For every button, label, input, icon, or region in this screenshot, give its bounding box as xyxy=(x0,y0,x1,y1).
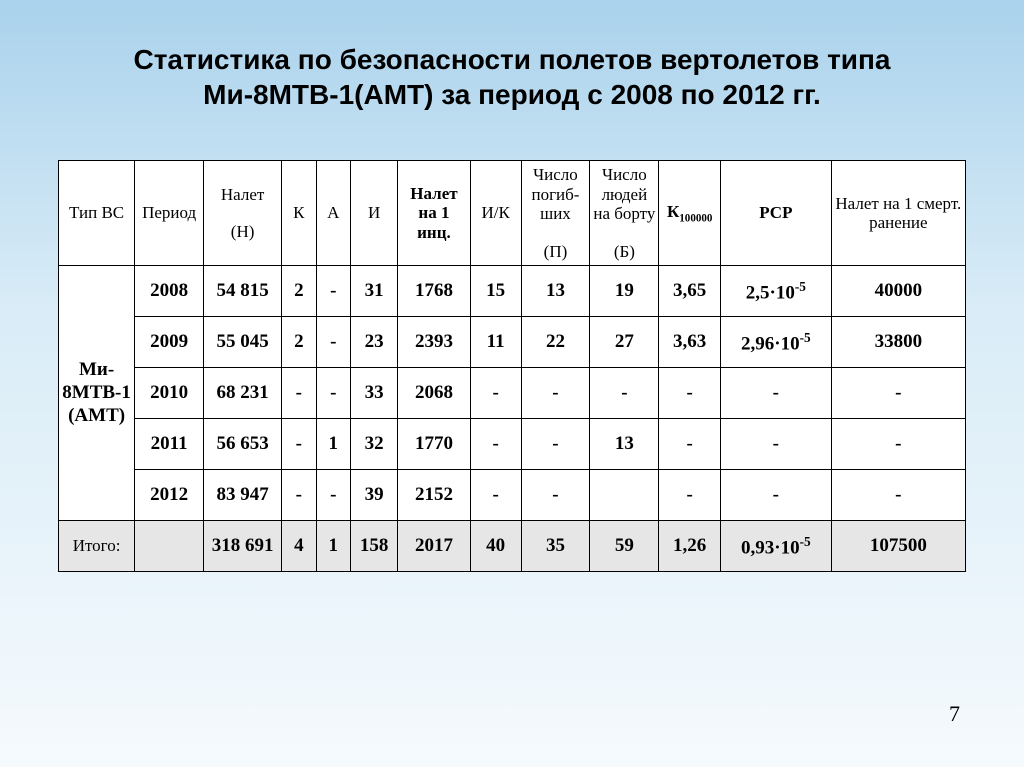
table-cell: - xyxy=(470,419,521,470)
table-total-cell: 318 691 xyxy=(204,521,282,572)
table-header-cell: А xyxy=(316,161,350,266)
table-total-cell: 35 xyxy=(521,521,590,572)
table-row: Ми-8МТВ-1(АМТ)200854 8152-3117681513193,… xyxy=(59,266,966,317)
table-cell: 13 xyxy=(521,266,590,317)
table-total-cell: 1,26 xyxy=(659,521,721,572)
table-header-cell: К100000 xyxy=(659,161,721,266)
table-cell: 22 xyxy=(521,317,590,368)
table-header-cell: Число погиб-ших(П) xyxy=(521,161,590,266)
table-cell: 2393 xyxy=(398,317,471,368)
table-row: 201068 231--332068------ xyxy=(59,368,966,419)
table-cell: 1768 xyxy=(398,266,471,317)
table-cell: 15 xyxy=(470,266,521,317)
table-cell: 55 045 xyxy=(204,317,282,368)
table-cell: 54 815 xyxy=(204,266,282,317)
table-header-cell: РСР xyxy=(721,161,832,266)
table-cell: 1 xyxy=(316,419,350,470)
table-cell: 3,63 xyxy=(659,317,721,368)
table-body: Ми-8МТВ-1(АМТ)200854 8152-3117681513193,… xyxy=(59,266,966,572)
table-cell: 2068 xyxy=(398,368,471,419)
table-cell xyxy=(590,470,659,521)
table-cell: 33 xyxy=(351,368,398,419)
table-cell: 2012 xyxy=(135,470,204,521)
table-cell: 13 xyxy=(590,419,659,470)
table-cell: - xyxy=(282,419,316,470)
table-cell: - xyxy=(470,470,521,521)
table-cell: 2152 xyxy=(398,470,471,521)
table-header-cell: И/К xyxy=(470,161,521,266)
table-cell: 2,96·10-5 xyxy=(721,317,832,368)
table-total-cell: 158 xyxy=(351,521,398,572)
table-cell: 2009 xyxy=(135,317,204,368)
table-cell: 83 947 xyxy=(204,470,282,521)
table-header-cell: Налет на 1 смерт. ранение xyxy=(831,161,965,266)
table-cell: 32 xyxy=(351,419,398,470)
table-cell: 2,5·10-5 xyxy=(721,266,832,317)
total-label-cell: Итого: xyxy=(59,521,135,572)
table-cell: - xyxy=(521,419,590,470)
table-header-row: Тип ВСПериодНалет(Н)КАИНалет на 1 инц.И/… xyxy=(59,161,966,266)
table-cell: - xyxy=(721,419,832,470)
table-cell: 2 xyxy=(282,317,316,368)
table-cell: - xyxy=(316,266,350,317)
table-cell: - xyxy=(470,368,521,419)
slide: Статистика по безопасности полетов верто… xyxy=(0,0,1024,767)
table-total-cell: 0,93·10-5 xyxy=(721,521,832,572)
table-cell: - xyxy=(521,368,590,419)
table-cell: 68 231 xyxy=(204,368,282,419)
table-cell: - xyxy=(521,470,590,521)
table-cell: 2011 xyxy=(135,419,204,470)
table-cell: 2008 xyxy=(135,266,204,317)
table-cell: - xyxy=(316,470,350,521)
table-cell: - xyxy=(721,368,832,419)
table-cell: - xyxy=(831,470,965,521)
table-cell: - xyxy=(659,419,721,470)
table-cell: 2010 xyxy=(135,368,204,419)
table-cell: - xyxy=(659,368,721,419)
table-total-cell xyxy=(135,521,204,572)
table-row: 200955 0452-2323931122273,632,96·10-5338… xyxy=(59,317,966,368)
table-total-cell: 2017 xyxy=(398,521,471,572)
table-header-cell: К xyxy=(282,161,316,266)
table-cell: - xyxy=(282,470,316,521)
table-header-cell: И xyxy=(351,161,398,266)
table-total-cell: 107500 xyxy=(831,521,965,572)
table-cell: 23 xyxy=(351,317,398,368)
table-cell: 3,65 xyxy=(659,266,721,317)
slide-title: Статистика по безопасности полетов верто… xyxy=(58,42,966,112)
table-cell: - xyxy=(282,368,316,419)
table-cell: 11 xyxy=(470,317,521,368)
table-cell: - xyxy=(590,368,659,419)
table-cell: - xyxy=(831,419,965,470)
table-total-row: Итого: 318 6914115820174035591,260,93·10-… xyxy=(59,521,966,572)
page-number: 7 xyxy=(949,701,960,727)
table-row: 201283 947--392152----- xyxy=(59,470,966,521)
table-header-cell: Тип ВС xyxy=(59,161,135,266)
table-header-cell: Период xyxy=(135,161,204,266)
table-cell: 31 xyxy=(351,266,398,317)
table-cell: 2 xyxy=(282,266,316,317)
table-header-cell: Налет на 1 инц. xyxy=(398,161,471,266)
table-total-cell: 59 xyxy=(590,521,659,572)
table-cell: - xyxy=(659,470,721,521)
table-header-cell: Налет(Н) xyxy=(204,161,282,266)
table-cell: 33800 xyxy=(831,317,965,368)
table-cell: 19 xyxy=(590,266,659,317)
table-cell: 56 653 xyxy=(204,419,282,470)
stats-table: Тип ВСПериодНалет(Н)КАИНалет на 1 инц.И/… xyxy=(58,160,966,572)
table-cell: 1770 xyxy=(398,419,471,470)
table-total-cell: 4 xyxy=(282,521,316,572)
table-cell: - xyxy=(721,470,832,521)
table-total-cell: 1 xyxy=(316,521,350,572)
table-row: 201156 653-1321770--13--- xyxy=(59,419,966,470)
table-total-cell: 40 xyxy=(470,521,521,572)
table-header-cell: Число людей на борту(Б) xyxy=(590,161,659,266)
table-cell: - xyxy=(831,368,965,419)
table-cell: 39 xyxy=(351,470,398,521)
row-group-label: Ми-8МТВ-1(АМТ) xyxy=(59,266,135,521)
table-cell: - xyxy=(316,317,350,368)
table-cell: 40000 xyxy=(831,266,965,317)
table-cell: 27 xyxy=(590,317,659,368)
table-cell: - xyxy=(316,368,350,419)
